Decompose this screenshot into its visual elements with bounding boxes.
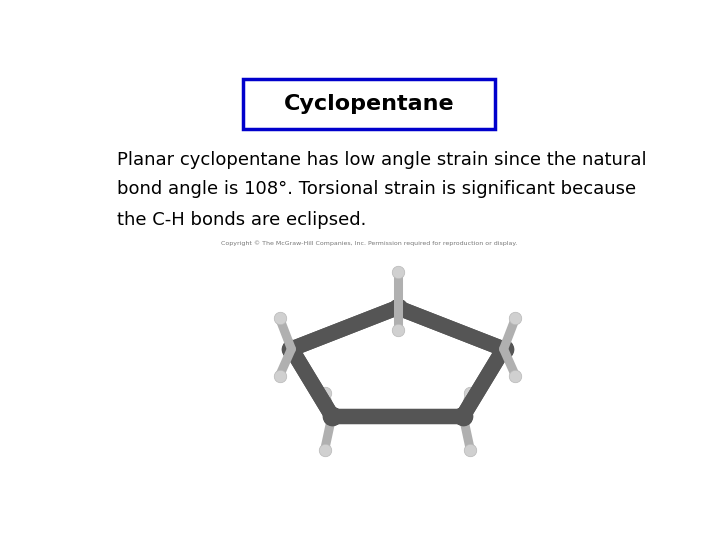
FancyBboxPatch shape — [243, 79, 495, 130]
Text: Copyright © The McGraw-Hill Companies, Inc. Permission required for reproduction: Copyright © The McGraw-Hill Companies, I… — [221, 240, 517, 246]
Text: bond angle is 108°. Torsional strain is significant because: bond angle is 108°. Torsional strain is … — [117, 180, 636, 198]
Text: Planar cyclopentane has low angle strain since the natural: Planar cyclopentane has low angle strain… — [117, 151, 647, 169]
Text: the C-H bonds are eclipsed.: the C-H bonds are eclipsed. — [117, 211, 366, 229]
Text: Cyclopentane: Cyclopentane — [284, 94, 454, 114]
